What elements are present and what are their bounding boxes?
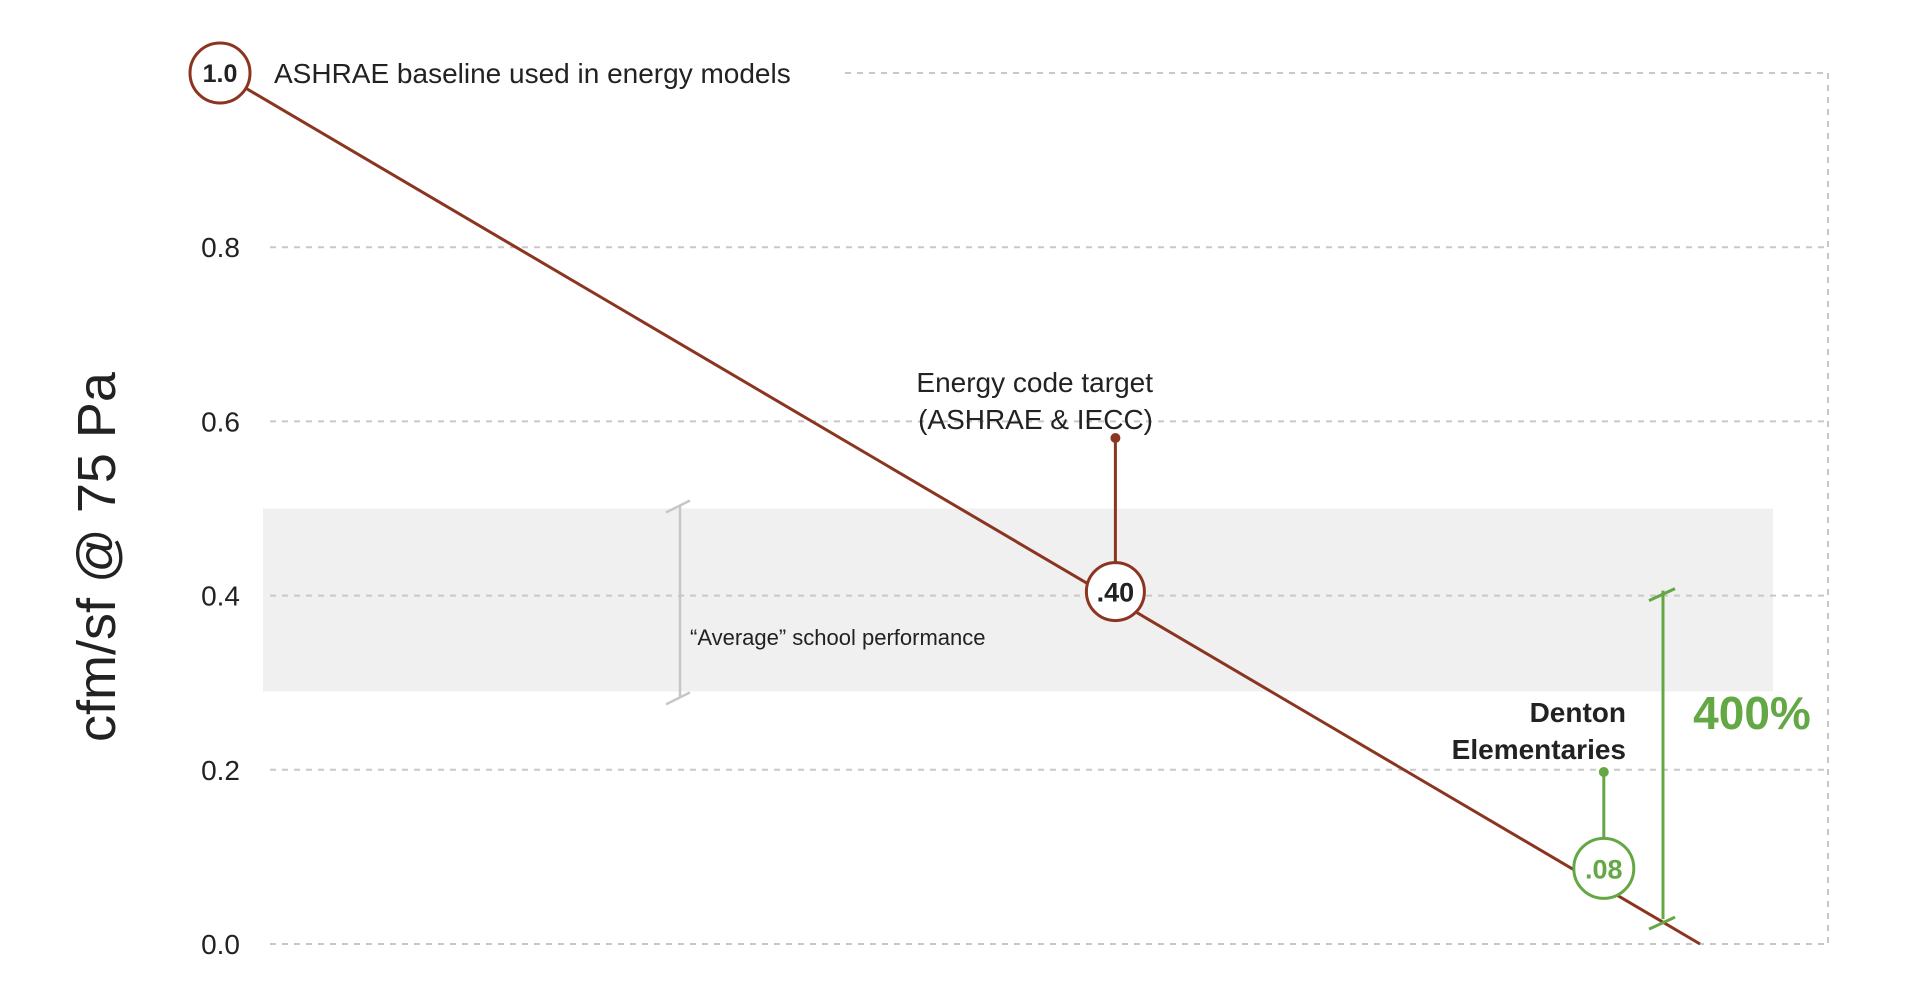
y-tick-label: 0.8 (201, 232, 240, 263)
y-tick-labels: 0.0 0.2 0.4 0.6 0.8 (201, 232, 240, 960)
code-target-marker-label: .40 (1097, 578, 1135, 608)
baseline-annotation: ASHRAE baseline used in energy models (274, 58, 791, 89)
denton-leader-dot (1599, 767, 1609, 777)
baseline-marker-label: 1.0 (203, 60, 238, 88)
y-tick-label: 0.6 (201, 406, 240, 437)
denton-annotation-line-1: Denton (1530, 697, 1626, 728)
average-bracket-bottom (666, 692, 690, 704)
y-tick-label: 0.2 (201, 755, 240, 786)
y-tick-label: 0.4 (201, 581, 240, 612)
average-band-label: “Average” school performance (690, 625, 986, 650)
denton-marker-label: .08 (1585, 854, 1623, 884)
chart-svg: 0.0 0.2 0.4 0.6 0.8 “Average” school perform… (0, 0, 1920, 1008)
y-tick-label: 0.0 (201, 929, 240, 960)
improvement-label: 400% (1693, 687, 1811, 739)
code-target-annotation-line-2: (ASHRAE & IECC) (918, 404, 1153, 435)
average-band (263, 509, 1773, 692)
code-target-annotation-line-1: Energy code target (916, 367, 1153, 398)
denton-annotation-line-2: Elementaries (1452, 734, 1626, 765)
